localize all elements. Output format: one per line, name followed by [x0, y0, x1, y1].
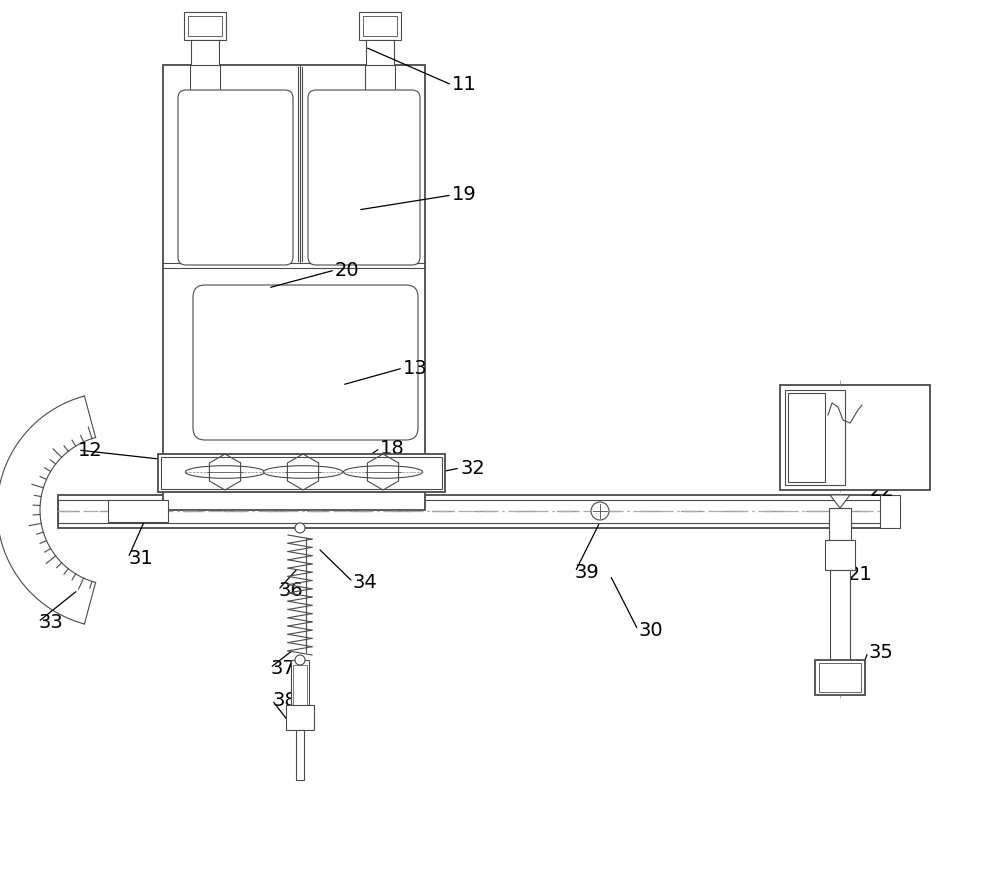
Bar: [161, 457, 442, 489]
Bar: [363, 16, 397, 36]
Bar: [788, 393, 825, 482]
Circle shape: [591, 502, 609, 520]
Bar: [785, 390, 845, 485]
Text: 18: 18: [380, 439, 405, 457]
Bar: [158, 454, 445, 492]
Text: 30: 30: [638, 621, 663, 640]
Ellipse shape: [263, 466, 343, 478]
Bar: [58, 500, 885, 523]
FancyBboxPatch shape: [193, 285, 418, 440]
Bar: [824, 670, 856, 690]
Text: 21: 21: [848, 565, 873, 585]
FancyBboxPatch shape: [308, 90, 420, 265]
Text: 22: 22: [870, 481, 895, 500]
Bar: [815, 660, 865, 695]
Text: 34: 34: [353, 572, 378, 592]
Bar: [291, 660, 309, 710]
Bar: [184, 12, 226, 40]
Ellipse shape: [185, 466, 265, 478]
Bar: [188, 16, 222, 36]
Bar: [163, 65, 425, 510]
Bar: [359, 12, 401, 40]
Bar: [286, 705, 314, 730]
Bar: [825, 540, 855, 570]
Bar: [365, 65, 395, 110]
Bar: [58, 495, 885, 528]
Bar: [296, 730, 304, 780]
Bar: [293, 665, 307, 705]
Circle shape: [295, 655, 305, 665]
Polygon shape: [830, 495, 850, 508]
Bar: [829, 508, 851, 540]
Text: 32: 32: [460, 459, 485, 477]
Text: 33: 33: [38, 613, 63, 632]
Text: 11: 11: [452, 75, 477, 94]
Text: 37: 37: [270, 658, 295, 677]
Bar: [366, 40, 394, 68]
Bar: [780, 385, 930, 490]
Text: 13: 13: [403, 358, 428, 378]
Text: 36: 36: [278, 580, 303, 600]
Text: 38: 38: [272, 690, 297, 710]
Text: 31: 31: [128, 549, 153, 567]
Text: 12: 12: [78, 440, 103, 460]
Bar: [819, 663, 861, 692]
Circle shape: [295, 523, 305, 533]
Text: 39: 39: [575, 563, 600, 581]
Bar: [880, 495, 900, 528]
Text: 35: 35: [868, 642, 893, 662]
Ellipse shape: [343, 466, 423, 478]
Bar: [108, 500, 168, 522]
Bar: [190, 65, 220, 110]
Bar: [830, 570, 850, 670]
Bar: [191, 40, 219, 68]
FancyBboxPatch shape: [178, 90, 293, 265]
Text: 20: 20: [335, 260, 360, 280]
Text: 19: 19: [452, 185, 477, 205]
